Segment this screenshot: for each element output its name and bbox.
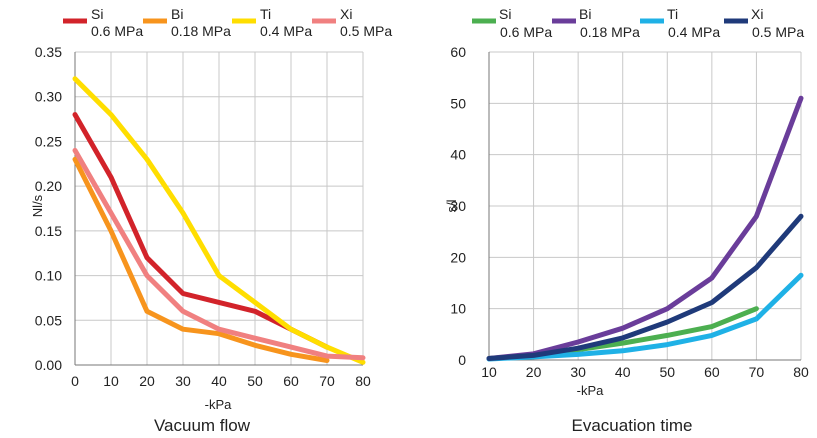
y-tick-label: 50: [450, 95, 466, 111]
legend-pressure: 0.5 MPa: [340, 23, 392, 39]
x-tick-label: 30: [175, 373, 191, 389]
x-tick-label: 60: [704, 364, 720, 380]
x-axis-label: -kPa: [205, 397, 233, 412]
x-tick-label: 50: [659, 364, 675, 380]
y-tick-label: 20: [450, 249, 466, 265]
y-tick-label: 0.15: [35, 223, 62, 239]
y-tick-label: 0.20: [35, 178, 62, 194]
y-tick-label: 10: [450, 301, 466, 317]
x-tick-label: 30: [570, 364, 586, 380]
x-tick-label: 80: [793, 364, 809, 380]
legend-pressure: 0.6 MPa: [91, 23, 143, 39]
x-tick-label: 80: [355, 373, 371, 389]
legend-pressure: 0.4 MPa: [668, 24, 720, 40]
x-tick-label: 10: [481, 364, 497, 380]
x-tick-label: 60: [283, 373, 299, 389]
y-tick-label: 0.05: [35, 312, 62, 328]
series-line-xi: [72, 147, 366, 361]
legend-pressure: 0.18 MPa: [580, 24, 640, 40]
x-tick-label: 20: [139, 373, 155, 389]
vacuum-flow-chart: 0 10 20 30 40 50 60 70 80 0.00 0.05 0.10 0.15 0.20 0.2…: [30, 6, 392, 435]
series-line-ti: [72, 76, 366, 365]
x-tick-label: 70: [749, 364, 765, 380]
x-tick-label: 40: [615, 364, 631, 380]
legend-label: Si: [91, 6, 103, 22]
x-tick-label: 0: [71, 373, 79, 389]
evacuation-time-chart: 10 20 30 40 50 60 70 80 0 10 20 30 40 50 60 -kPa s/l Evac…: [444, 6, 809, 435]
chart-title: Evacuation time: [572, 416, 693, 435]
y-tick-label: 0.00: [35, 357, 62, 373]
y-tick-label: 30: [450, 198, 466, 214]
chart-title: Vacuum flow: [154, 416, 251, 435]
y-axis-label: Nl/s: [30, 194, 45, 217]
series-line-xi: [486, 213, 804, 361]
legend-label: Xi: [340, 6, 352, 22]
x-tick-label: 40: [211, 373, 227, 389]
y-tick-label: 60: [450, 44, 466, 60]
y-axis-label: s/l: [444, 199, 459, 212]
y-tick-label: 40: [450, 147, 466, 163]
legend-pressure: 0.5 MPa: [752, 24, 804, 40]
legend-label: Ti: [667, 6, 678, 22]
legend-pressure: 0.18 MPa: [171, 23, 231, 39]
series-line-bi: [72, 156, 330, 363]
x-tick-label: 10: [103, 373, 119, 389]
legend-pressure: 0.4 MPa: [260, 23, 312, 39]
y-tick-label: 0.25: [35, 133, 62, 149]
y-tick-label: 0.35: [35, 44, 62, 60]
x-tick-label: 70: [319, 373, 335, 389]
y-tick-label: 0.10: [35, 268, 62, 284]
legend-label: Xi: [751, 6, 763, 22]
legend-label: Si: [499, 6, 511, 22]
legend-pressure: 0.6 MPa: [500, 24, 552, 40]
x-axis-label: -kPa: [577, 383, 605, 398]
legend-label: Bi: [171, 6, 183, 22]
x-tick-label: 50: [247, 373, 263, 389]
y-tick-label: 0.30: [35, 89, 62, 105]
y-tick-label: 0: [458, 352, 466, 368]
x-tick-label: 20: [526, 364, 542, 380]
legend-label: Bi: [579, 6, 591, 22]
legend-label: Ti: [260, 6, 271, 22]
